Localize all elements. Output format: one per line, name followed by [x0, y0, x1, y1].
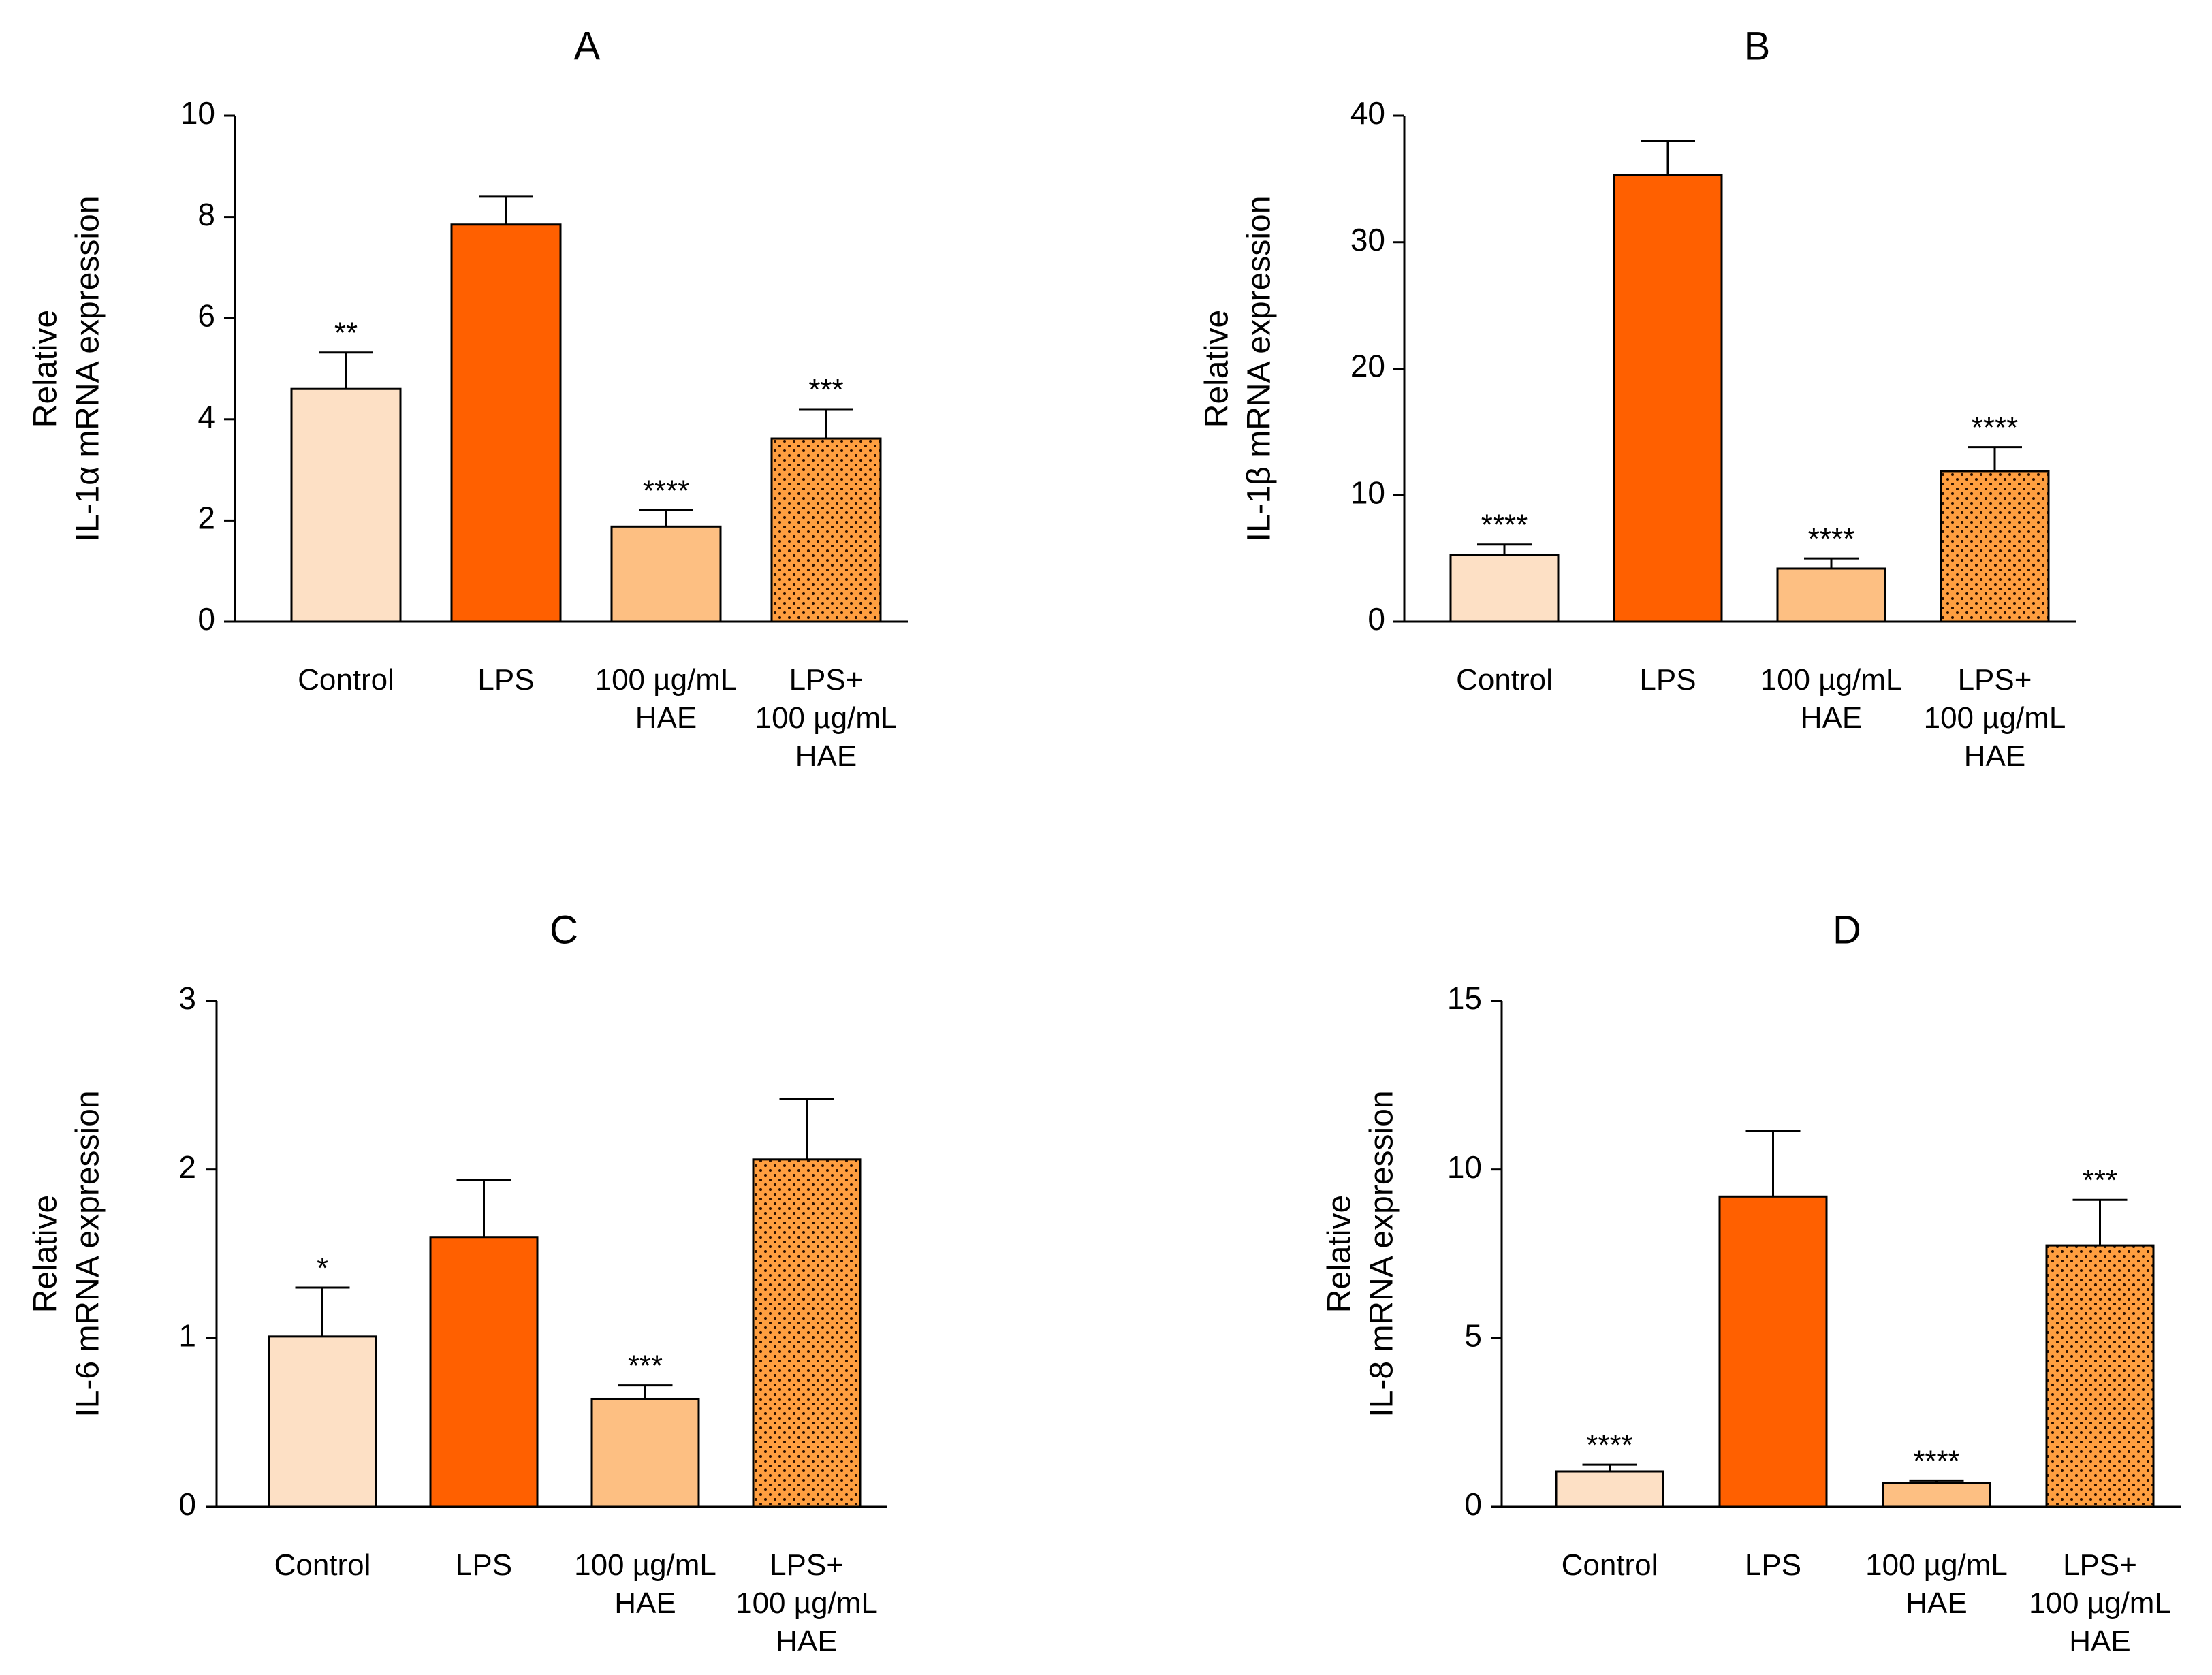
panel-b-tick-label: 30 [1350, 222, 1385, 257]
panel-d-tick-label: 5 [1464, 1318, 1482, 1353]
panel-d-ylabel-line: IL-8 mRNA expression [1364, 1090, 1400, 1417]
panel-b-category-label: 100 µg/mL [1924, 701, 2066, 735]
panel-c-tick-label: 2 [178, 1149, 196, 1185]
panel-d-significance-label: **** [1586, 1429, 1633, 1462]
panel-c-category-label: LPS [456, 1548, 512, 1582]
panel-a-tick-label: 10 [180, 95, 215, 131]
panel-a-title: A [574, 24, 601, 68]
panel-a-significance-label: ** [334, 317, 358, 350]
panel-b: B Relative IL-1β mRNA expression 0 10 20 30 40 *… [1199, 24, 2076, 773]
panel-d-category-label: LPS+ [2063, 1548, 2137, 1582]
panel-b-tick-label: 40 [1350, 95, 1385, 131]
panel-c-category-label: 100 µg/mL [736, 1586, 878, 1620]
panel-a: A Relative IL-1α mRNA expression 0 2 4 6 8 10 ** C… [28, 24, 908, 773]
panel-c-significance-label: * [317, 1251, 328, 1285]
panel-d-bar [1718, 1195, 1828, 1508]
panel-b-bar [1776, 567, 1886, 623]
panel-a-tick-label: 8 [198, 197, 215, 232]
panel-d-title: D [1833, 908, 1861, 952]
panel-b-bar [1613, 174, 1723, 623]
panel-a-bar [450, 223, 562, 623]
panel-a-significance-label: **** [643, 475, 690, 508]
panel-b-tick-label: 20 [1350, 349, 1385, 384]
panel-d-category-label: 100 µg/mL [1865, 1548, 2008, 1582]
panel-a-bar [290, 387, 402, 623]
panel-b-tick-label: 0 [1368, 601, 1385, 637]
panel-c-bar [429, 1236, 539, 1508]
panel-d-bar [1882, 1482, 1991, 1508]
panel-b-ylabel-line: IL-1β mRNA expression [1242, 196, 1278, 542]
panel-c-category-label: 100 µg/mL [574, 1548, 716, 1582]
panel-d-category-label: HAE [2069, 1625, 2130, 1658]
panel-b-category-label: Control [1456, 663, 1553, 697]
panel-d: D Relative IL-8 mRNA expression 0 5 10 15 **** C… [1322, 908, 2181, 1658]
panel-a-category-label: LPS [477, 663, 534, 697]
panel-b-category-label: 100 µg/mL [1760, 663, 1903, 697]
panel-d-significance-label: *** [2083, 1164, 2117, 1197]
panel-b-title: B [1744, 24, 1771, 68]
panel-a-tick-label: 2 [198, 500, 215, 536]
panel-c-category-label: LPS+ [770, 1548, 844, 1582]
panel-b-bar [1940, 470, 2050, 623]
panel-b-significance-label: **** [1481, 509, 1528, 542]
panel-a-category-label: Control [298, 663, 394, 697]
panel-a-tick-label: 0 [198, 601, 215, 637]
panel-a-bar [770, 437, 882, 623]
panel-a-significance-label: *** [808, 373, 843, 406]
panel-d-tick-label: 10 [1447, 1149, 1482, 1185]
panel-d-category-label: LPS [1745, 1548, 1801, 1582]
panel-c-ylabel-line: Relative [28, 1195, 64, 1313]
panel-c-ylabel-line: IL-6 mRNA expression [70, 1090, 106, 1417]
panel-a-category-label: HAE [635, 701, 697, 735]
panel-c-category-label: Control [274, 1548, 371, 1582]
panel-d-category-label: HAE [1906, 1586, 1967, 1620]
panel-a-category-label: 100 µg/mL [755, 701, 898, 735]
panel-d-bar [2045, 1244, 2155, 1508]
panel-a-bar [610, 525, 722, 623]
panel-c-category-label: HAE [614, 1586, 676, 1620]
panel-c: C Relative IL-6 mRNA expression 0 1 2 3 * Contro… [28, 908, 887, 1658]
panel-c-bar [268, 1335, 377, 1508]
panel-c-significance-label: *** [628, 1350, 663, 1383]
panel-c-bar [590, 1397, 700, 1508]
panel-b-bar [1449, 554, 1560, 623]
panel-c-tick-label: 3 [178, 980, 196, 1016]
panel-a-tick-label: 4 [198, 399, 215, 434]
panel-a-category-label: LPS+ [789, 663, 864, 697]
panel-b-category-label: HAE [1801, 701, 1862, 735]
panel-d-bar [1555, 1470, 1664, 1508]
panel-c-bar [752, 1158, 862, 1508]
panel-b-tick-label: 10 [1350, 475, 1385, 510]
panel-a-category-label: 100 µg/mL [595, 663, 738, 697]
panel-d-tick-label: 0 [1464, 1486, 1482, 1522]
panel-c-title: C [550, 908, 578, 952]
panel-c-tick-label: 1 [178, 1318, 196, 1353]
panel-b-category-label: LPS [1639, 663, 1696, 697]
panel-b-significance-label: **** [1972, 411, 2019, 445]
panel-b-category-label: LPS+ [1958, 663, 2032, 697]
panel-d-tick-label: 15 [1447, 980, 1482, 1016]
panel-d-category-label: 100 µg/mL [2029, 1586, 2171, 1620]
panel-c-category-label: HAE [776, 1625, 837, 1658]
panel-a-ylabel-line: Relative [28, 310, 64, 428]
panel-b-significance-label: **** [1808, 522, 1855, 556]
panel-c-tick-label: 0 [178, 1486, 196, 1522]
panel-a-tick-label: 6 [198, 298, 215, 333]
panel-d-category-label: Control [1562, 1548, 1658, 1582]
panel-b-ylabel-line: Relative [1199, 310, 1235, 428]
panel-a-category-label: HAE [795, 739, 857, 773]
panel-b-category-label: HAE [1964, 739, 2025, 773]
panel-d-significance-label: **** [1913, 1444, 1960, 1478]
panel-a-ylabel-line: IL-1α mRNA expression [70, 196, 106, 542]
panel-d-ylabel-line: Relative [1322, 1195, 1358, 1313]
